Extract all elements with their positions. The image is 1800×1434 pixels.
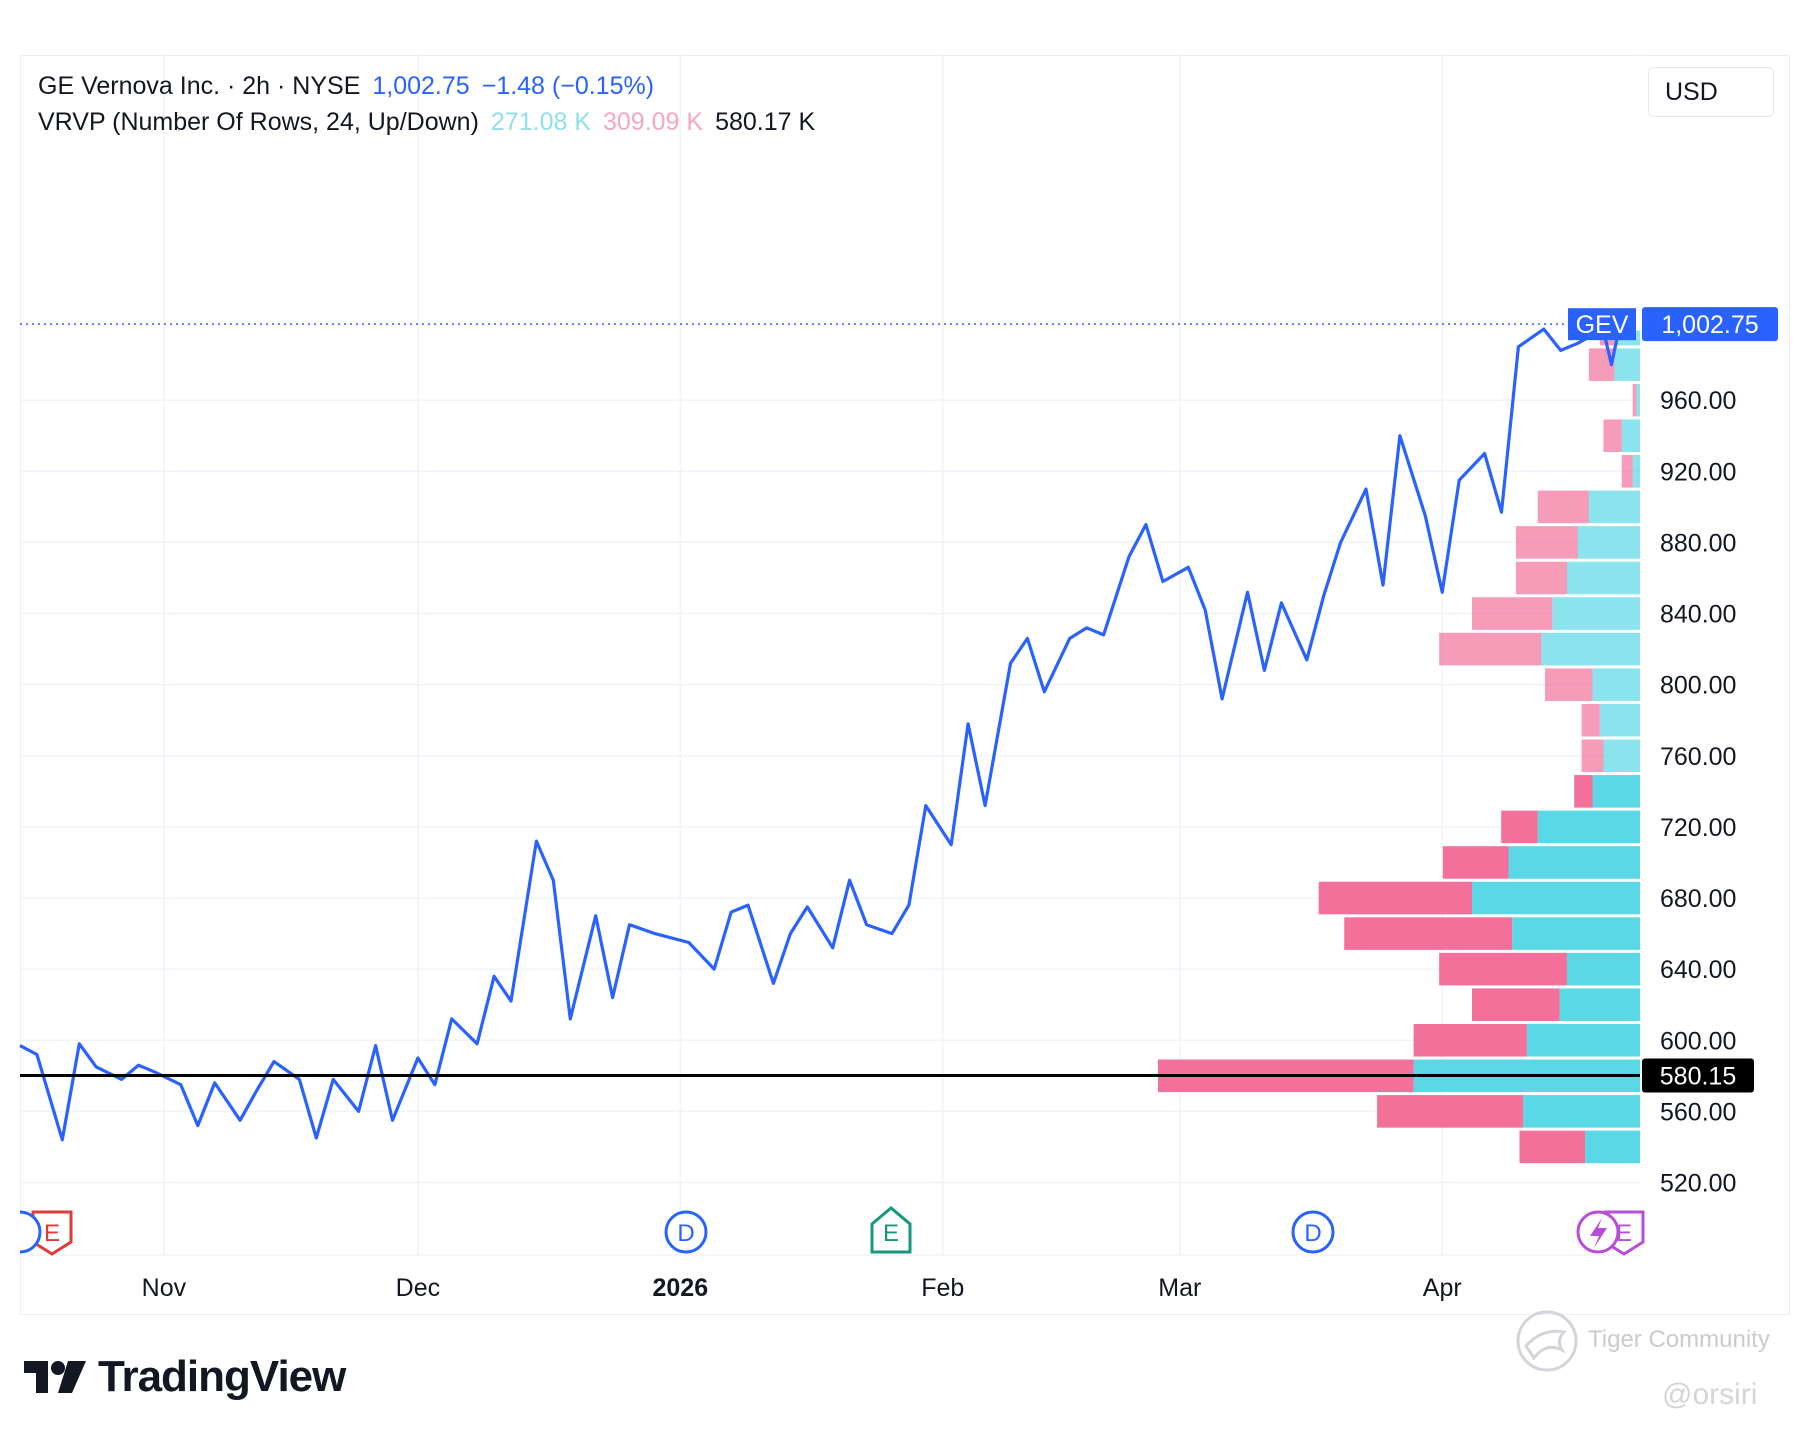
volume-bar-down: [1472, 597, 1553, 630]
poc-price-tag-label: 580.15: [1660, 1063, 1736, 1091]
volume-bar-down: [1413, 1023, 1527, 1057]
y-tick-label: 640.00: [1660, 956, 1736, 984]
price-series-line: [19, 323, 1622, 1142]
volume-bar-down: [1344, 917, 1513, 950]
x-tick-label: Mar: [1158, 1274, 1201, 1302]
dividend-event-icon[interactable]: [1291, 1210, 1335, 1254]
volume-bar-up: [1537, 810, 1640, 844]
x-tick-label: Nov: [142, 1274, 187, 1302]
ticker-tag-label: GEV: [1576, 311, 1629, 339]
event-marker-label: D: [1304, 1220, 1321, 1247]
volume-bar-down: [1439, 632, 1542, 666]
volume-bar-down: [1439, 952, 1567, 986]
volume-bar-down: [1442, 846, 1509, 879]
y-tick-label: 960.00: [1660, 387, 1736, 415]
watermark-text: Tiger Community: [1588, 1326, 1770, 1353]
volume-bar-down: [1574, 775, 1593, 808]
volume-bar-down: [1515, 526, 1578, 559]
volume-bar-up: [1559, 988, 1640, 1021]
volume-bar-up: [1588, 490, 1640, 524]
down-volume-value: 309.09 K: [603, 108, 704, 136]
event-marker-label: E: [883, 1220, 899, 1247]
volume-bar-up: [1577, 526, 1640, 559]
indicator-legend: VRVP (Number Of Rows, 24, Up/Down) 271.08…: [38, 108, 827, 137]
last-price-tag: [1642, 307, 1778, 342]
volume-bar-down: [1581, 703, 1600, 737]
currency-button[interactable]: USD: [1648, 67, 1774, 117]
tradingview-logo-icon: [24, 1361, 86, 1393]
volume-bar-up: [1585, 1130, 1640, 1164]
event-marker-label: D: [677, 1220, 694, 1247]
volume-bar-up: [1541, 632, 1640, 666]
tradingview-logo[interactable]: TradingView: [24, 1352, 346, 1402]
y-tick-label: 560.00: [1660, 1098, 1736, 1126]
volume-bar-up: [1526, 1023, 1640, 1057]
y-tick-label: 760.00: [1660, 743, 1736, 771]
last-price-value: 1,002.75: [372, 72, 470, 100]
volume-bar-up: [1523, 1095, 1640, 1128]
volume-bar-down: [1515, 561, 1567, 595]
dividend-event-icon-partial: [19, 1210, 42, 1254]
volume-bar-up: [1621, 419, 1640, 453]
indicator-label[interactable]: VRVP (Number Of Rows, 24, Up/Down): [38, 108, 479, 136]
volume-bar-up: [1552, 597, 1640, 630]
poc-price-tag: [1642, 1058, 1754, 1093]
volume-bar-down: [1377, 1095, 1524, 1128]
volume-bar-up: [1566, 561, 1640, 595]
event-marker-label: E: [44, 1220, 60, 1247]
x-tick-label: Apr: [1423, 1274, 1462, 1302]
volume-bar-down: [1581, 739, 1604, 773]
volume-bar-down: [1501, 810, 1538, 844]
total-volume-value: 580.17 K: [715, 108, 816, 136]
tradingview-logo-text: TradingView: [98, 1352, 346, 1401]
up-volume-value: 271.08 K: [490, 108, 591, 136]
watermark-handle: @orsiri: [1662, 1378, 1758, 1411]
volume-bar-up: [1508, 846, 1640, 879]
y-tick-label: 520.00: [1660, 1170, 1736, 1198]
x-tick-label: Dec: [396, 1274, 440, 1302]
ticker-tag: [1568, 308, 1636, 341]
volume-bar-down: [1472, 988, 1560, 1021]
volume-bar-up: [1599, 703, 1640, 737]
y-tick-label: 880.00: [1660, 529, 1736, 557]
y-tick-label: 680.00: [1660, 885, 1736, 913]
tiger-logo-icon: [1516, 1310, 1578, 1372]
volume-bar-down: [1519, 1130, 1586, 1164]
volume-bar-up: [1566, 952, 1640, 986]
event-marker-label: E: [1616, 1220, 1632, 1247]
y-tick-label: 800.00: [1660, 672, 1736, 700]
y-tick-label: 920.00: [1660, 458, 1736, 486]
volume-bar-up: [1636, 383, 1640, 417]
volume-bar-up: [1614, 348, 1640, 381]
last-price-tag-label: 1,002.75: [1661, 311, 1758, 339]
price-change-value: −1.48 (−0.15%): [481, 72, 655, 100]
dividend-event-icon[interactable]: [664, 1210, 708, 1254]
volume-bar-down: [1632, 383, 1637, 417]
volume-bar-up: [1592, 775, 1640, 808]
volume-bar-up: [1472, 881, 1640, 915]
x-tick-label: Feb: [921, 1274, 964, 1302]
volume-bar-down: [1537, 490, 1589, 524]
y-tick-label: 720.00: [1660, 814, 1736, 842]
volume-bar-up: [1592, 668, 1640, 701]
symbol-info[interactable]: GE Vernova Inc. · 2h · NYSE: [38, 72, 361, 100]
earnings-event-icon[interactable]: [870, 1206, 912, 1254]
volume-bar-down: [1603, 419, 1622, 453]
y-tick-label: 600.00: [1660, 1027, 1736, 1055]
y-tick-label: 840.00: [1660, 601, 1736, 629]
lightning-icon: [1590, 1218, 1607, 1248]
volume-bar-down: [1318, 881, 1473, 915]
x-tick-label: 2026: [653, 1274, 709, 1302]
volume-bar-down: [1621, 455, 1633, 488]
volume-bar-down: [1545, 668, 1593, 701]
volume-bar-up: [1512, 917, 1640, 950]
volume-bar-up: [1632, 455, 1640, 488]
volume-bar-up: [1603, 739, 1640, 773]
watermark: Tiger Community @orsiri: [1512, 1306, 1792, 1416]
symbol-legend: GE Vernova Inc. · 2h · NYSE 1,002.75 −1.48…: [38, 72, 666, 101]
